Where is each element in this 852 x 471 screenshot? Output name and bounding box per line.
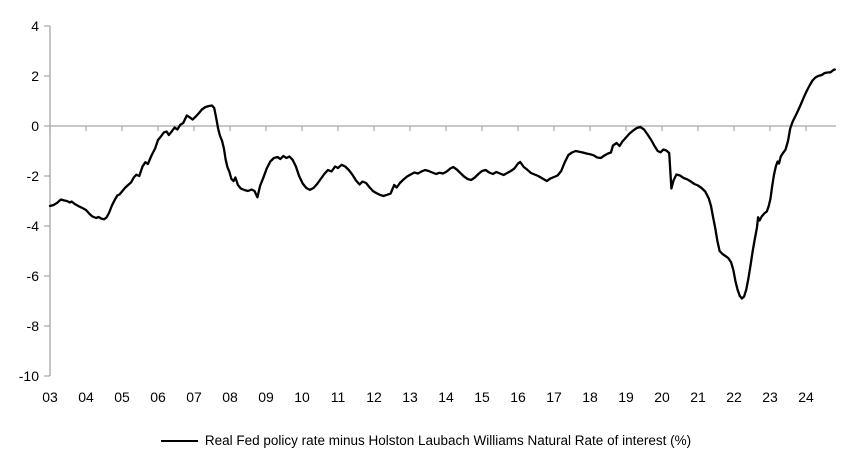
y-axis-tick-label: -6 xyxy=(27,268,40,284)
x-axis-tick-label: 10 xyxy=(294,389,310,405)
x-axis-tick-label: 07 xyxy=(186,389,202,405)
x-axis-tick-label: 11 xyxy=(331,389,346,405)
x-axis-tick-label: 18 xyxy=(582,389,598,405)
y-axis-tick-label: 2 xyxy=(31,68,39,84)
x-axis-tick-label: 05 xyxy=(114,389,130,405)
y-axis-tick-label: -10 xyxy=(19,368,39,384)
y-axis-tick-label: -4 xyxy=(27,218,40,234)
series-line xyxy=(48,68,836,300)
x-axis-tick-label: 15 xyxy=(474,389,490,405)
legend-line-swatch xyxy=(160,439,198,442)
x-axis-tick-label: 14 xyxy=(438,389,454,405)
x-axis-tick-label: 12 xyxy=(366,389,382,405)
x-axis-tick-label: 03 xyxy=(42,389,58,405)
y-axis-tick-label: 4 xyxy=(31,18,39,34)
x-axis-tick-label: 16 xyxy=(510,389,526,405)
x-axis-tick-label: 17 xyxy=(546,389,562,405)
y-axis-tick-label: -8 xyxy=(27,318,40,334)
x-axis-tick-label: 08 xyxy=(222,389,238,405)
x-axis-tick-label: 19 xyxy=(618,389,634,405)
x-axis-tick-label: 09 xyxy=(258,389,274,405)
chart-legend: Real Fed policy rate minus Holston Lauba… xyxy=(0,433,852,448)
x-axis-tick-label: 06 xyxy=(150,389,166,405)
y-axis-tick-label: -2 xyxy=(27,168,40,184)
x-axis-tick-label: 23 xyxy=(762,389,778,405)
legend-label: Real Fed policy rate minus Holston Lauba… xyxy=(204,433,692,448)
x-axis-tick-label: 20 xyxy=(654,389,670,405)
x-axis-tick-label: 04 xyxy=(78,389,94,405)
x-axis-tick-label: 13 xyxy=(402,389,418,405)
x-axis-tick-label: 21 xyxy=(690,389,706,405)
x-axis-tick-label: 24 xyxy=(798,389,814,405)
x-axis-tick-label: 22 xyxy=(726,389,742,405)
y-axis-tick-label: 0 xyxy=(31,118,39,134)
